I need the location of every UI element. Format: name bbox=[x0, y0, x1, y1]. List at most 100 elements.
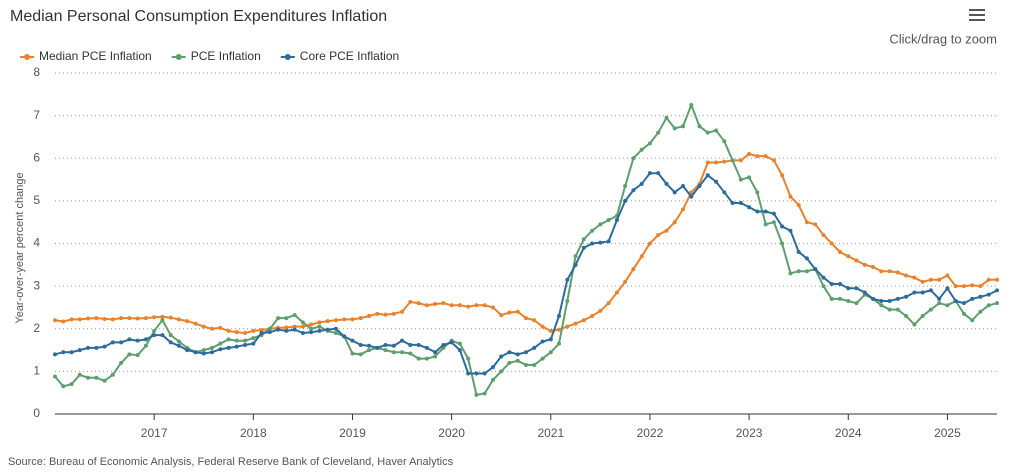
data-point bbox=[61, 350, 66, 355]
data-point bbox=[143, 337, 148, 342]
data-point bbox=[77, 348, 82, 353]
data-point bbox=[367, 343, 372, 348]
data-point bbox=[193, 350, 198, 355]
data-point bbox=[689, 102, 694, 107]
data-point bbox=[524, 316, 528, 321]
data-point bbox=[267, 326, 272, 331]
data-point bbox=[829, 281, 834, 286]
data-point bbox=[333, 318, 338, 323]
data-point bbox=[780, 241, 785, 246]
data-point bbox=[276, 316, 281, 321]
data-point bbox=[160, 333, 165, 338]
data-point bbox=[441, 301, 446, 306]
data-point bbox=[871, 264, 876, 269]
data-point bbox=[333, 331, 338, 336]
data-point bbox=[631, 267, 636, 272]
data-point bbox=[300, 324, 305, 329]
data-point bbox=[796, 250, 801, 255]
data-point bbox=[201, 324, 206, 329]
data-point bbox=[507, 360, 512, 365]
data-point bbox=[953, 284, 958, 289]
y-tick-label: 8 bbox=[33, 65, 40, 79]
data-point bbox=[367, 348, 372, 353]
data-point bbox=[904, 313, 909, 318]
data-point bbox=[358, 352, 363, 357]
data-point bbox=[672, 126, 677, 131]
data-point bbox=[995, 301, 999, 306]
data-point bbox=[540, 324, 545, 329]
data-point bbox=[474, 392, 479, 397]
data-point bbox=[548, 350, 553, 355]
data-point bbox=[152, 328, 157, 333]
x-tick-label: 2019 bbox=[339, 426, 366, 440]
data-point bbox=[928, 288, 933, 293]
data-point bbox=[788, 194, 793, 199]
data-point bbox=[623, 198, 628, 203]
data-point bbox=[614, 290, 619, 295]
y-tick-label: 6 bbox=[33, 150, 40, 164]
data-point bbox=[581, 245, 586, 250]
data-point bbox=[937, 277, 942, 282]
data-point bbox=[738, 158, 743, 163]
data-point bbox=[433, 354, 438, 359]
data-point bbox=[218, 341, 223, 346]
data-point bbox=[292, 324, 297, 329]
data-point bbox=[69, 350, 74, 355]
data-point bbox=[102, 378, 107, 383]
data-point bbox=[383, 342, 388, 347]
data-point bbox=[598, 308, 603, 313]
x-tick-label: 2024 bbox=[835, 426, 862, 440]
data-point bbox=[961, 311, 966, 316]
data-point bbox=[375, 345, 380, 350]
data-point bbox=[300, 320, 305, 325]
data-point bbox=[466, 371, 471, 376]
data-point bbox=[292, 313, 297, 318]
data-point bbox=[69, 382, 74, 387]
data-point bbox=[887, 269, 892, 274]
data-point bbox=[102, 316, 107, 321]
menu-button[interactable] bbox=[966, 6, 988, 24]
data-point bbox=[738, 201, 743, 206]
data-point bbox=[490, 305, 495, 310]
data-point bbox=[887, 307, 892, 312]
data-point bbox=[226, 337, 231, 342]
data-point bbox=[854, 301, 859, 306]
data-point bbox=[672, 190, 677, 195]
data-point bbox=[226, 345, 231, 350]
data-point bbox=[557, 327, 562, 332]
data-point bbox=[540, 356, 545, 361]
data-point bbox=[697, 124, 702, 129]
data-point bbox=[94, 375, 99, 380]
data-point bbox=[185, 319, 190, 324]
x-tick-label: 2017 bbox=[141, 426, 168, 440]
data-point bbox=[284, 325, 289, 330]
data-point bbox=[350, 338, 355, 343]
data-point bbox=[408, 299, 413, 304]
data-point bbox=[664, 228, 669, 233]
data-point bbox=[482, 391, 487, 396]
x-tick-label: 2022 bbox=[637, 426, 664, 440]
data-point bbox=[490, 365, 495, 370]
data-point bbox=[400, 350, 405, 355]
legend-label: Median PCE Inflation bbox=[39, 49, 152, 63]
x-tick-label: 2020 bbox=[438, 426, 465, 440]
y-axis-label: Year-over-year percent change bbox=[14, 172, 26, 323]
data-point bbox=[961, 301, 966, 306]
legend-label: Core PCE Inflation bbox=[300, 49, 399, 63]
data-point bbox=[515, 358, 520, 363]
data-point bbox=[656, 171, 661, 176]
data-point bbox=[176, 317, 181, 322]
data-point bbox=[747, 175, 752, 180]
x-tick-label: 2025 bbox=[934, 426, 961, 440]
data-point bbox=[391, 343, 396, 348]
data-point bbox=[714, 128, 719, 133]
data-point bbox=[771, 158, 776, 163]
x-tick-label: 2018 bbox=[240, 426, 267, 440]
menu-bar bbox=[969, 19, 985, 21]
data-point bbox=[937, 301, 942, 306]
data-point bbox=[895, 296, 900, 301]
data-point bbox=[152, 333, 157, 338]
y-tick-label: 7 bbox=[33, 108, 40, 122]
data-point bbox=[251, 336, 256, 341]
